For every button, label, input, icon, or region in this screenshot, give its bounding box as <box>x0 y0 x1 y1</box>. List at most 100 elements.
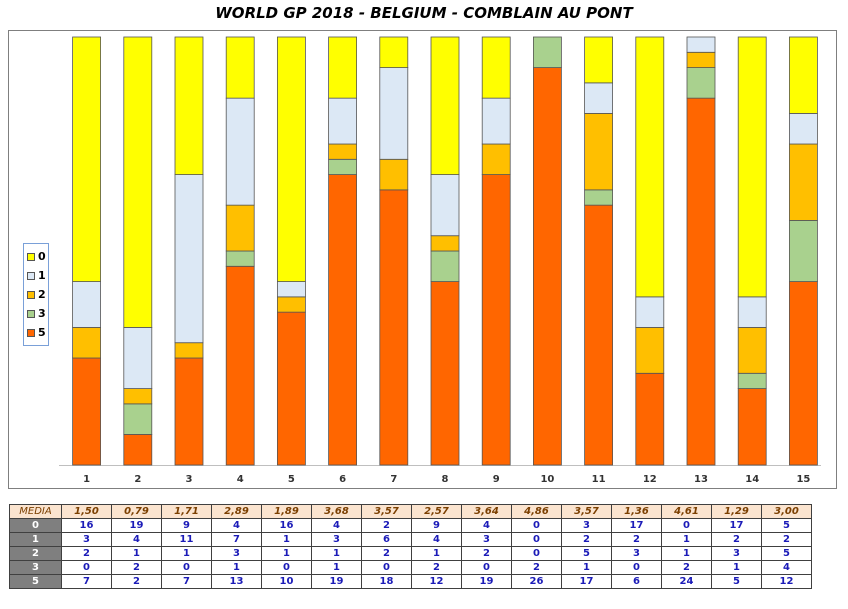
table-cell: 0 <box>361 560 412 575</box>
bar-segment-14-0 <box>737 36 767 298</box>
bar-segment-13-1 <box>686 36 716 53</box>
bar-segment-1-5 <box>72 357 101 466</box>
table-cell: 1 <box>311 546 362 561</box>
table-cell: 2 <box>111 574 162 589</box>
row-header: 5 <box>9 574 62 589</box>
table-cell: 12 <box>761 574 812 589</box>
bar-segment-12-1 <box>635 296 665 328</box>
legend-label: 1 <box>38 269 46 282</box>
legend: 0 1 2 3 5 <box>23 243 49 346</box>
table-cell: 3 <box>461 532 512 547</box>
x-tick-label: 9 <box>493 474 500 485</box>
bar-segment-1-2 <box>72 327 101 359</box>
bar-segment-3-1 <box>174 174 204 344</box>
table-row: 1 3 4 11 7 1 3 6 4 3 0 2 2 1 2 2 <box>9 532 812 547</box>
table-cell: 4 <box>211 518 262 533</box>
table-cell: 2 <box>711 532 762 547</box>
table-cell: 1 <box>711 560 762 575</box>
table-cell: 10 <box>261 574 312 589</box>
bar-segment-14-3 <box>737 372 767 389</box>
bar-segment-13-3 <box>686 67 716 99</box>
table-cell: 12 <box>411 574 462 589</box>
x-tick-label: 6 <box>339 474 346 485</box>
bar-segment-2-1 <box>123 327 153 389</box>
x-tick-label: 13 <box>694 474 708 485</box>
bar-segment-11-5 <box>584 204 613 466</box>
x-tick-label: 14 <box>745 474 759 485</box>
bar-segment-11-1 <box>584 82 613 114</box>
table-cell: 1 <box>211 560 262 575</box>
table-cell: 0 <box>161 560 212 575</box>
table-row: 5 7 2 7 13 10 19 18 12 19 26 17 6 24 5 12 <box>9 574 812 589</box>
bar-segment-12-2 <box>635 327 665 374</box>
table-row: 0 16 19 9 4 16 4 2 9 4 0 3 17 0 17 5 <box>9 518 812 533</box>
table-cell: 1 <box>661 532 712 547</box>
x-tick-label: 10 <box>540 474 554 485</box>
table-cell: 0 <box>461 560 512 575</box>
table-cell: 3,68 <box>311 504 362 519</box>
bar-segment-12-5 <box>635 372 665 466</box>
table-cell: 1 <box>261 546 312 561</box>
table-cell: 24 <box>661 574 712 589</box>
table-cell: 5 <box>561 546 612 561</box>
table-cell: 1 <box>161 546 212 561</box>
legend-item-3: 3 <box>27 304 48 323</box>
table-cell: 16 <box>61 518 112 533</box>
table-cell: 2 <box>361 518 412 533</box>
table-cell: 19 <box>311 574 362 589</box>
table-cell: 1,36 <box>611 504 662 519</box>
bar-segment-6-5 <box>328 174 358 466</box>
bar-segment-8-0 <box>430 36 460 175</box>
legend-swatch <box>27 271 35 280</box>
bar-segment-13-2 <box>686 51 716 68</box>
row-header: 0 <box>9 518 62 533</box>
legend-label: 2 <box>38 288 46 301</box>
bar-segment-7-2 <box>379 158 409 191</box>
bar-segment-14-5 <box>737 388 767 466</box>
table-cell: 4 <box>461 518 512 533</box>
table-cell: 3 <box>611 546 662 561</box>
table-cell: 9 <box>411 518 462 533</box>
table-cell: 19 <box>111 518 162 533</box>
legend-swatch <box>27 328 35 337</box>
x-tick-label: 3 <box>186 474 193 485</box>
bar-segment-5-1 <box>276 281 306 298</box>
table-cell: 2 <box>411 560 462 575</box>
bar-segment-1-0 <box>72 36 101 282</box>
table-cell: 0 <box>511 546 562 561</box>
bar-segment-7-5 <box>379 189 409 466</box>
table-cell: 3 <box>61 532 112 547</box>
bar-segment-9-1 <box>481 97 511 145</box>
legend-item-5: 5 <box>27 323 48 342</box>
table-cell: 0 <box>511 532 562 547</box>
stacked-bar-chart: 1 2 3 4 5 6 7 8 9 10 11 12 13 14 15 <box>59 36 821 485</box>
table-cell: 1 <box>411 546 462 561</box>
legend-label: 5 <box>38 326 46 339</box>
table-cell: 4,61 <box>661 504 712 519</box>
bar-segment-14-1 <box>737 296 767 328</box>
bar-segment-5-0 <box>276 36 306 282</box>
table-row-media: MEDIA 1,50 0,79 1,71 2,89 1,89 3,68 3,57 2,57 3,6… <box>9 504 812 519</box>
bar-segment-4-1 <box>225 97 255 206</box>
table-cell: 1 <box>561 560 612 575</box>
bar-segment-6-1 <box>328 97 358 145</box>
x-tick-label: 8 <box>442 474 449 485</box>
table-cell: 5 <box>761 518 812 533</box>
table-cell: 11 <box>161 532 212 547</box>
bar-segment-14-2 <box>737 327 767 374</box>
bar-segment-5-2 <box>276 296 306 313</box>
bar-segment-2-2 <box>123 388 153 405</box>
table-cell: 7 <box>211 532 262 547</box>
data-table: MEDIA 1,50 0,79 1,71 2,89 1,89 3,68 3,57 2,57 3,6… <box>9 504 812 589</box>
table-cell: 1,71 <box>161 504 212 519</box>
bar-segment-8-1 <box>430 174 460 237</box>
table-cell: 2 <box>461 546 512 561</box>
bar-segment-15-3 <box>789 220 818 282</box>
table-cell: 6 <box>361 532 412 547</box>
legend-swatch <box>27 290 35 299</box>
table-cell: 26 <box>511 574 562 589</box>
row-header: 2 <box>9 546 62 561</box>
table-cell: 3 <box>711 546 762 561</box>
